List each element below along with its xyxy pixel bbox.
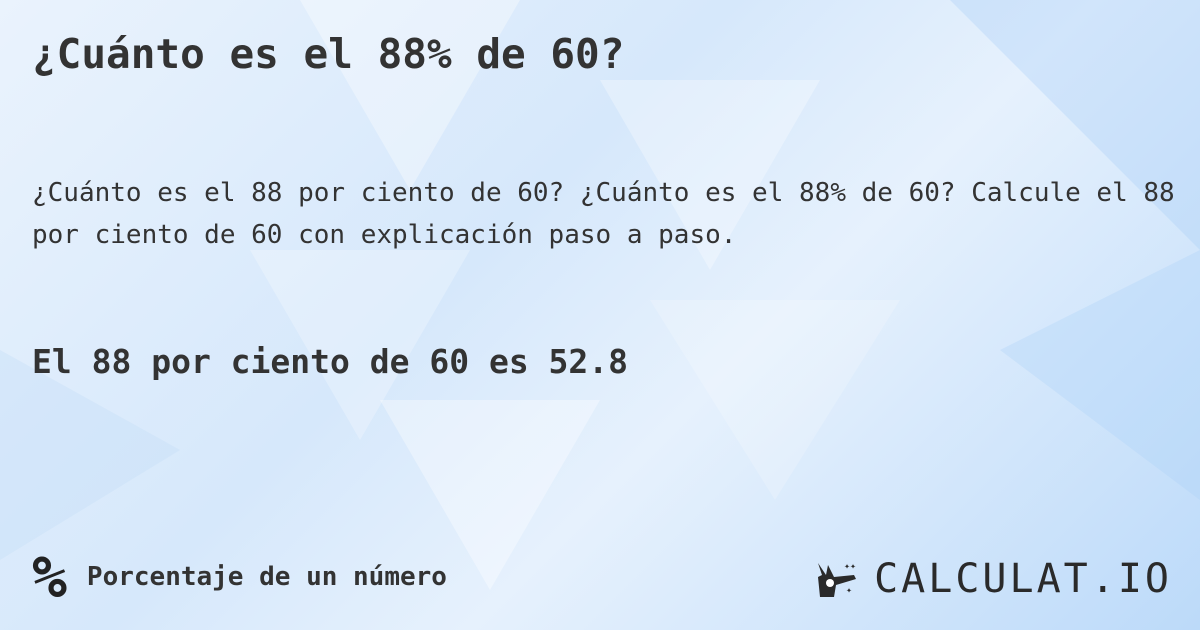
percent-icon: % <box>32 543 67 611</box>
category-footer: % Porcentaje de un número <box>32 548 447 606</box>
description: ¿Cuánto es el 88 por ciento de 60? ¿Cuán… <box>32 178 1175 250</box>
svg-text:✦: ✦ <box>846 585 852 596</box>
result-text: El 88 por ciento de 60 es 52.8 <box>32 342 629 381</box>
svg-text:✦✦: ✦✦ <box>844 561 856 572</box>
page-title: ¿Cuánto es el 88% de 60? <box>32 30 625 78</box>
category-label: Porcentaje de un número <box>86 562 447 592</box>
logo-text: CALCULAT.IO <box>874 556 1172 602</box>
calculat-io-logo[interactable]: ✦✦ ✦ CALCULAT.IO <box>814 556 1172 602</box>
magic-hand-icon: ✦✦ ✦ <box>818 561 856 597</box>
